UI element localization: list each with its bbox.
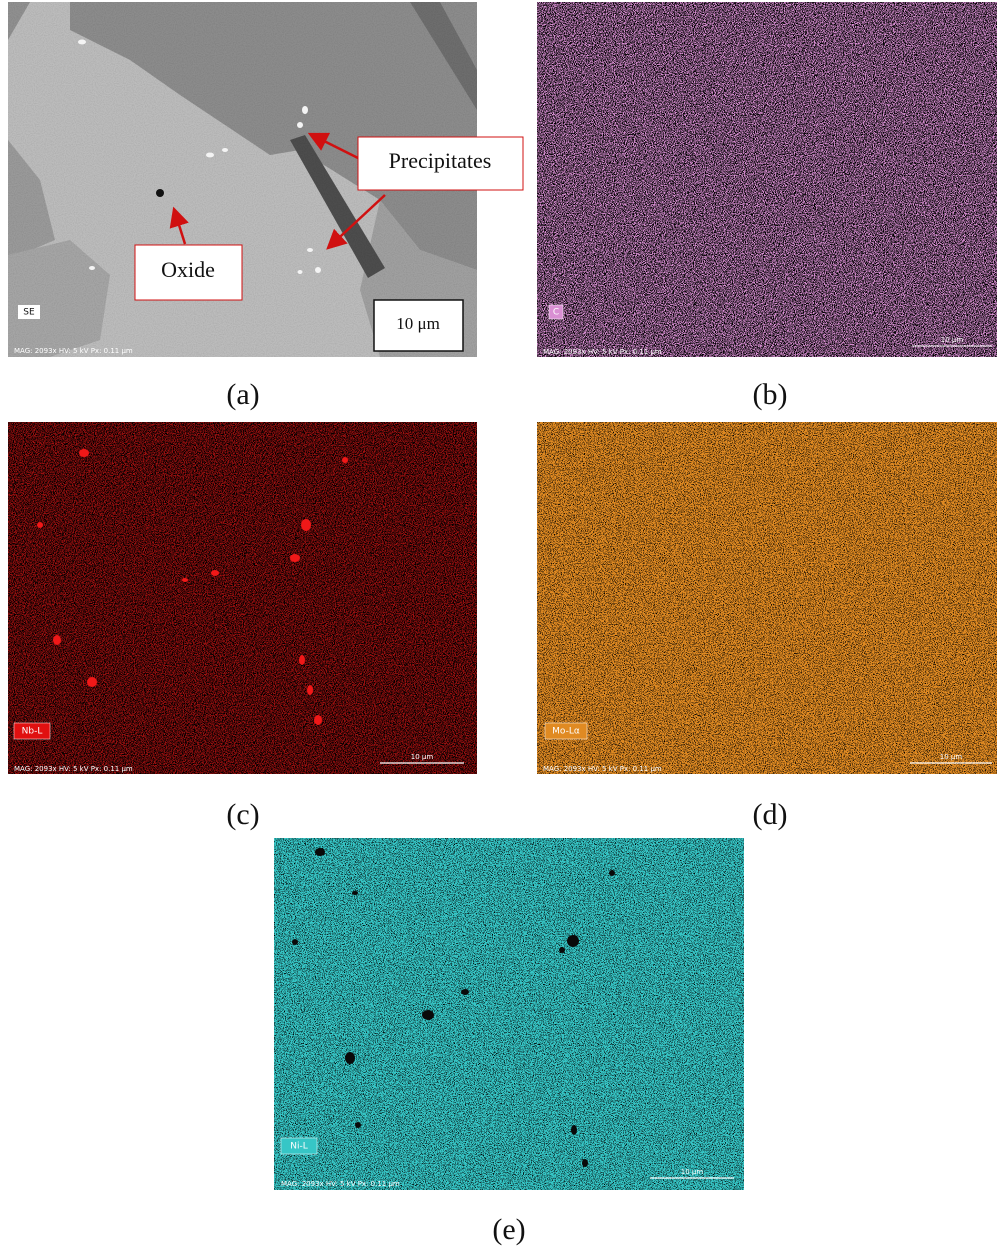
caption: (b): [753, 378, 788, 411]
panel-a: Precipitates Oxide 10 μm SE MAG: 2093x H…: [8, 2, 523, 411]
footer: MAG: 2093x HV: 5 kV Px: 0.11 μm: [543, 348, 662, 356]
texture: [8, 422, 477, 774]
footer: MAG: 2093x HV: 5 kV Px: 0.11 μm: [281, 1180, 400, 1188]
tag: SE: [23, 308, 35, 318]
scale-bar-label: 10 μm: [411, 753, 434, 761]
footer: MAG: 2093x HV: 5 kV Px: 0.11 μm: [14, 765, 133, 773]
tag: Ni-L: [290, 1142, 308, 1152]
panel-b: C 10 μm MAG: 2093x HV: 5 kV Px: 0.11 μm …: [537, 2, 997, 411]
texture: [537, 2, 997, 357]
caption: (e): [492, 1213, 525, 1246]
footer: MAG: 2093x HV: 5 kV Px: 0.11 μm: [14, 347, 133, 355]
texture: [274, 838, 744, 1190]
panel-d: Mo-Lα 10 μm MAG: 2093x HV: 5 kV Px: 0.11…: [537, 422, 997, 831]
footer: MAG: 2093x HV: 5 kV Px: 0.11 μm: [543, 765, 662, 773]
tag: C: [553, 308, 559, 318]
oxide-particle: [156, 189, 164, 197]
caption: (a): [226, 378, 259, 411]
caption: (d): [753, 798, 788, 831]
panel-e: Ni-L 10 μm MAG: 2093x HV: 5 kV Px: 0.11 …: [274, 838, 744, 1246]
caption: (c): [226, 798, 259, 831]
scale-bar-label: 10 μm: [941, 336, 964, 344]
scale-bar-label: 10 μm: [396, 314, 440, 333]
tag: Nb-L: [22, 727, 43, 737]
annotation: Precipitates: [389, 148, 492, 173]
panel-c: Nb-L 10 μm MAG: 2093x HV: 5 kV Px: 0.11 …: [8, 422, 477, 831]
texture: [537, 422, 997, 774]
scale-bar-label: 10 μm: [681, 1168, 704, 1176]
tag: Mo-Lα: [552, 727, 580, 737]
annotation: Oxide: [161, 257, 215, 282]
figure: Precipitates Oxide 10 μm SE MAG: 2093x H…: [0, 0, 1002, 1254]
scale-bar-label: 10 μm: [940, 753, 963, 761]
